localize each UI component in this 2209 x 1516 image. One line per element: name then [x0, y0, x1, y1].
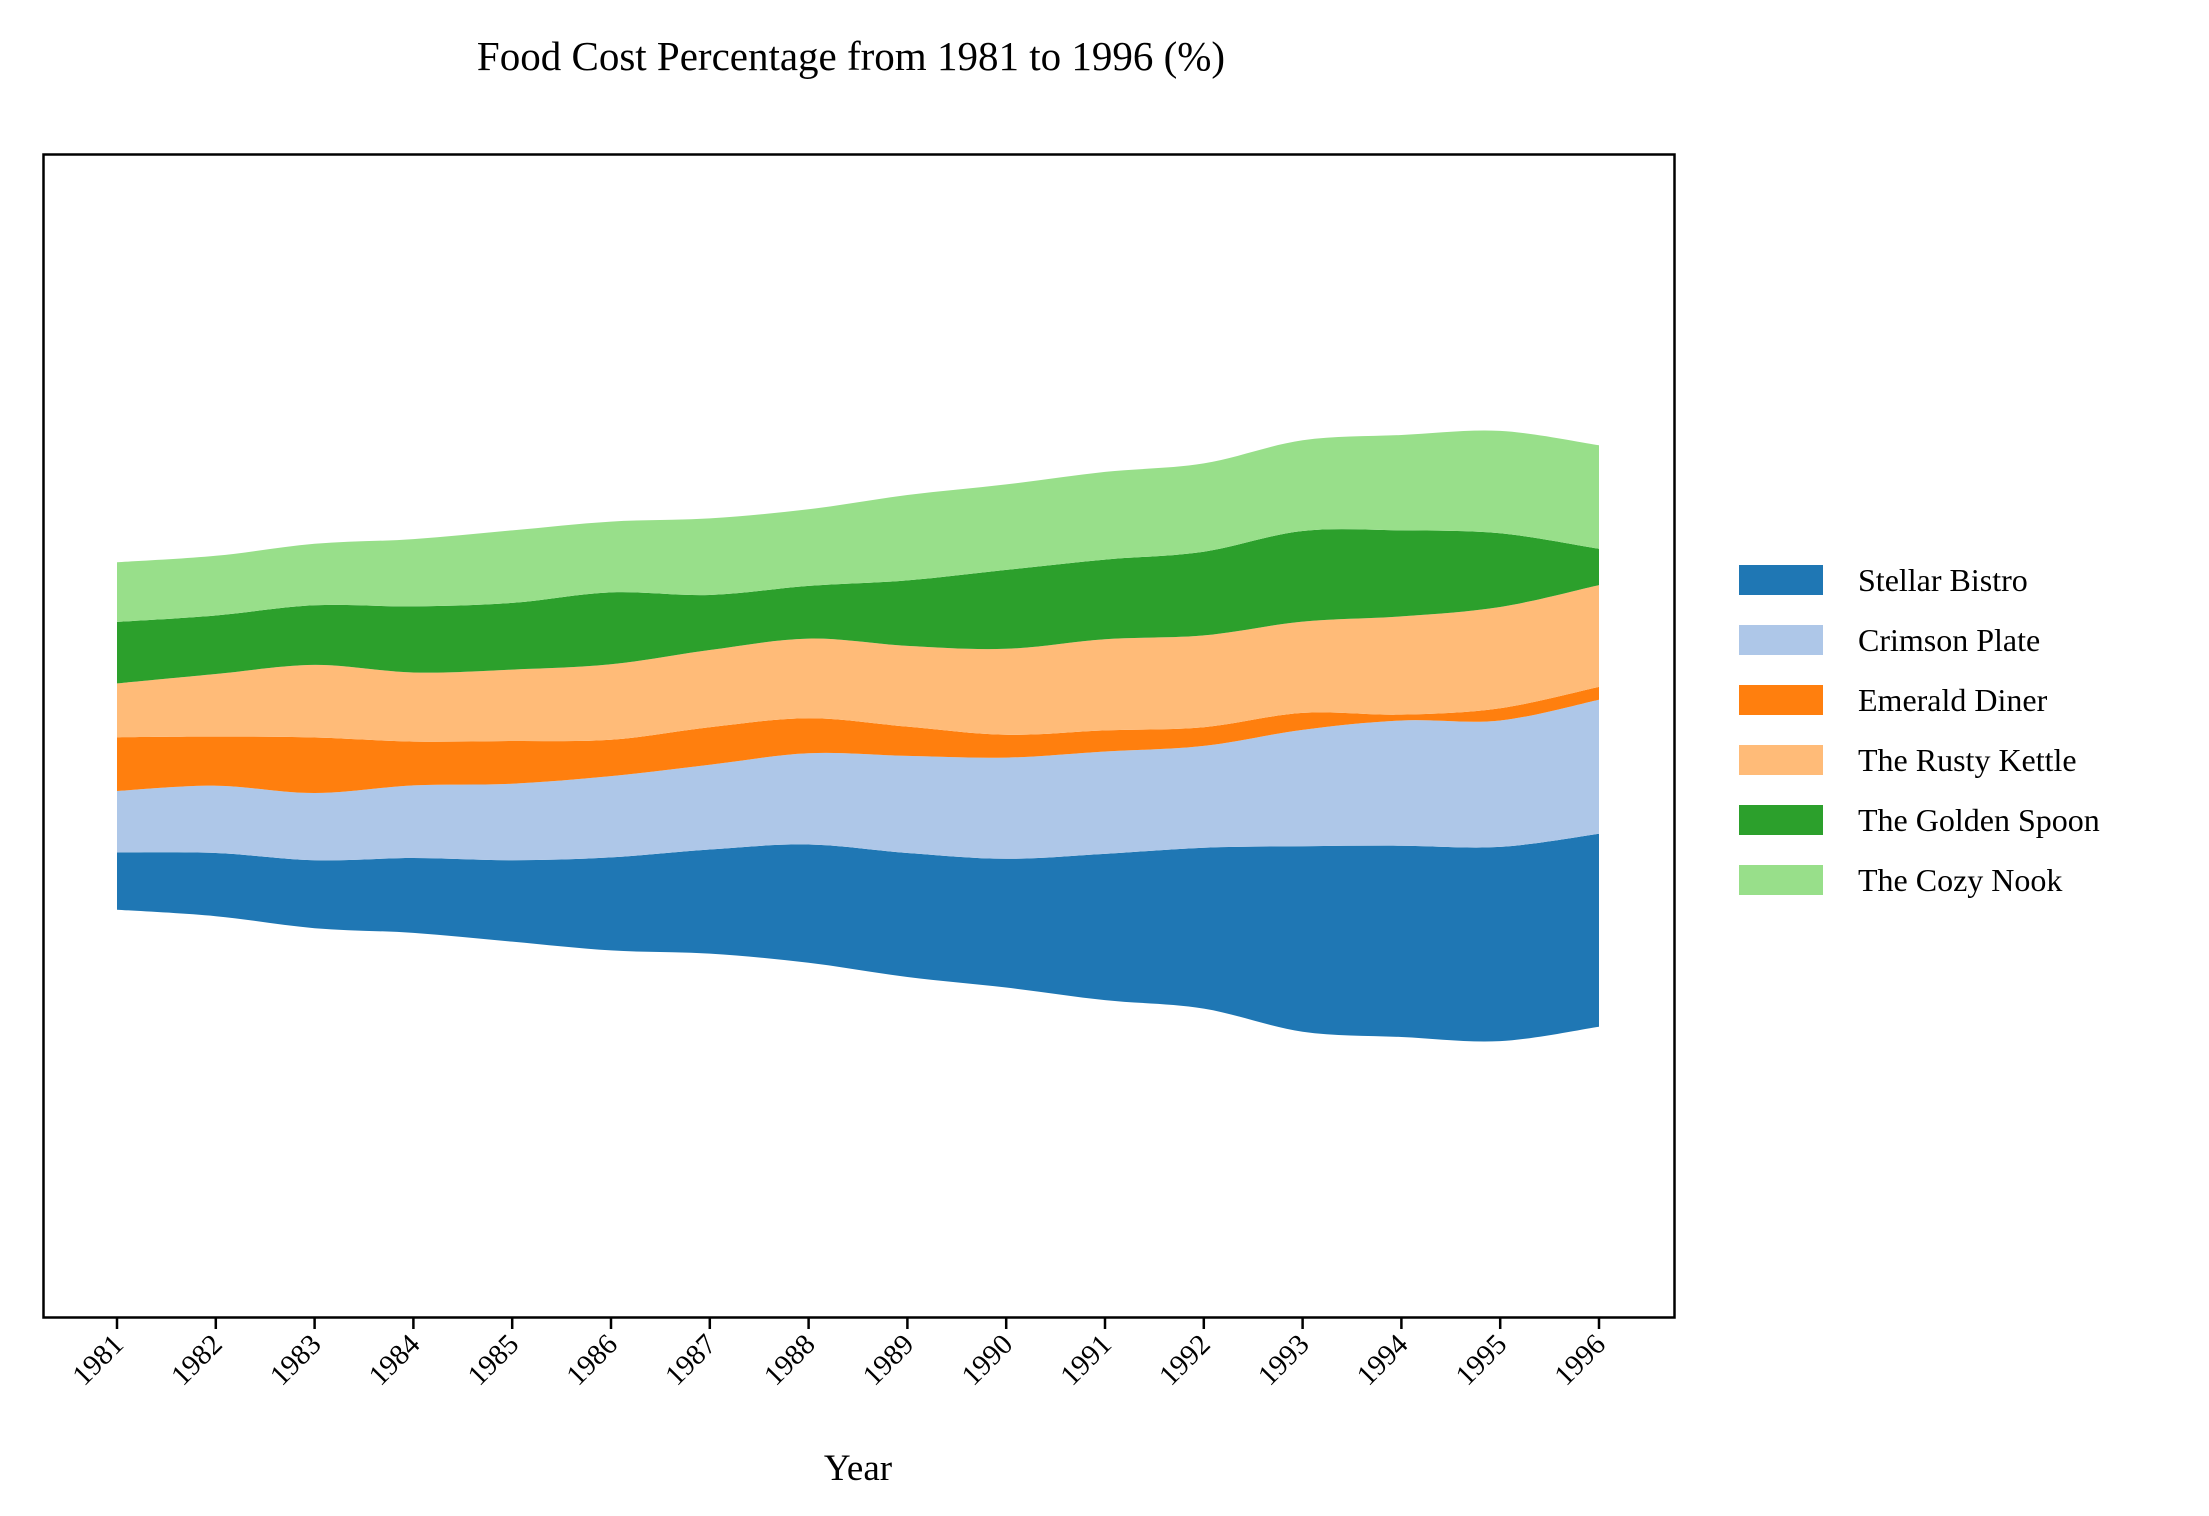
area-the-golden-spoon — [117, 529, 1599, 684]
legend-swatch — [1739, 745, 1823, 775]
x-tick-label: 1983 — [264, 1328, 328, 1392]
x-tick-label: 1984 — [363, 1328, 427, 1392]
x-tick-label: 1988 — [758, 1328, 822, 1392]
legend-label: Emerald Diner — [1858, 682, 2048, 718]
legend-label: The Golden Spoon — [1858, 802, 2100, 838]
legend-swatch — [1739, 565, 1823, 595]
x-tick-label: 1992 — [1153, 1328, 1217, 1392]
area-crimson-plate — [117, 699, 1599, 861]
x-tick-label: 1991 — [1054, 1328, 1118, 1392]
chart-title: Food Cost Percentage from 1981 to 1996 (… — [477, 33, 1225, 79]
legend: Stellar Bistro Crimson Plate Emerald Diner… — [1739, 562, 2100, 898]
area-emerald-diner — [117, 686, 1599, 794]
x-tick-label: 1987 — [659, 1328, 723, 1392]
legend-swatch — [1739, 685, 1823, 715]
x-tick-label: 1996 — [1548, 1328, 1612, 1392]
x-tick-label: 1981 — [66, 1328, 130, 1392]
legend-label: The Cozy Nook — [1858, 862, 2062, 898]
x-tick-label: 1993 — [1252, 1328, 1316, 1392]
x-axis: 1981 1982 1983 1984 1985 1986 1987 1988 1989 1990… — [66, 1318, 1612, 1392]
stream-areas — [117, 430, 1599, 1042]
x-axis-label: Year — [824, 1448, 892, 1489]
x-tick-label: 1985 — [462, 1328, 526, 1392]
plot-frame — [42, 153, 1676, 1319]
legend-swatch — [1739, 865, 1823, 895]
x-tick-label: 1982 — [165, 1328, 229, 1392]
area-the-rusty-kettle — [117, 585, 1599, 742]
legend-swatch — [1739, 805, 1823, 835]
area-stellar-bistro — [117, 833, 1599, 1042]
area-the-cozy-nook — [117, 430, 1599, 622]
legend-label: The Rusty Kettle — [1858, 742, 2077, 778]
x-tick-label: 1990 — [956, 1328, 1020, 1392]
x-tick-label: 1986 — [560, 1328, 624, 1392]
legend-label: Crimson Plate — [1858, 622, 2040, 658]
x-tick-label: 1989 — [857, 1328, 921, 1392]
x-tick-label: 1995 — [1450, 1328, 1514, 1392]
legend-label: Stellar Bistro — [1858, 562, 2028, 598]
legend-swatch — [1739, 625, 1823, 655]
x-tick-label: 1994 — [1351, 1328, 1415, 1392]
